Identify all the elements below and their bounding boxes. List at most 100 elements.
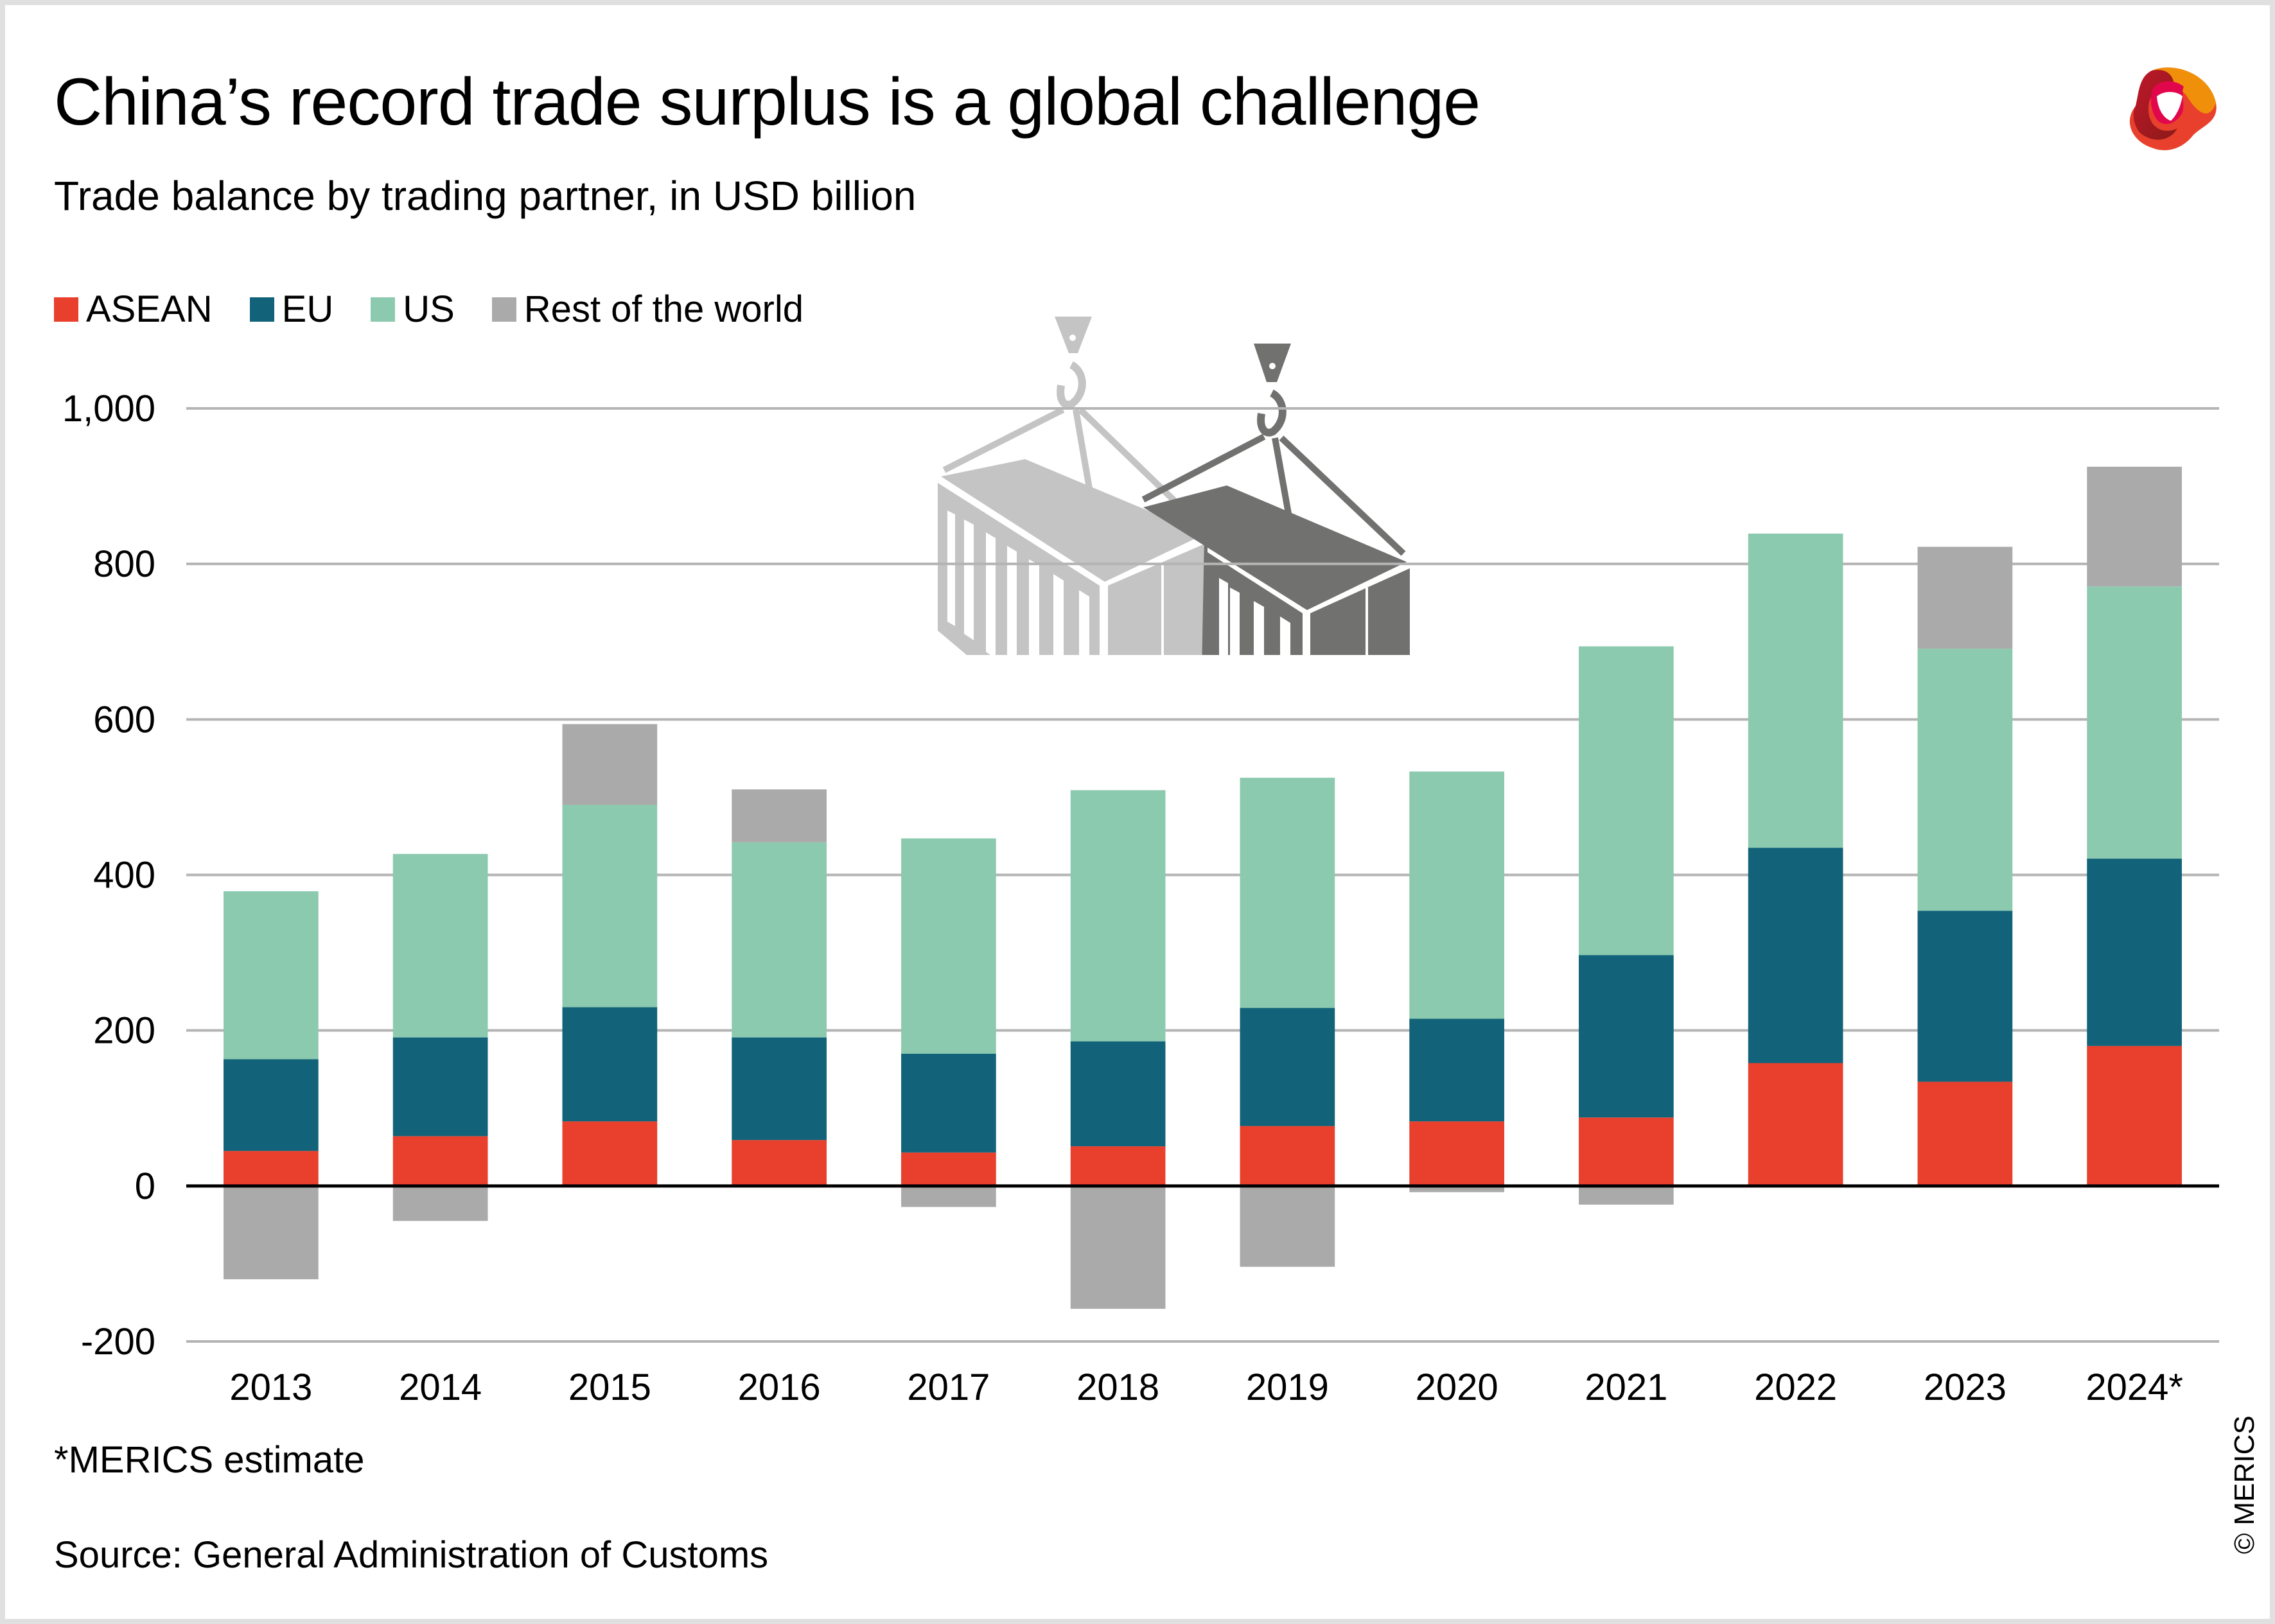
y-tick-label: 1,000 bbox=[62, 388, 155, 430]
legend-item-rest-of-world: Rest of the world bbox=[491, 288, 804, 331]
bars bbox=[224, 466, 2182, 1309]
bar-eu-2015 bbox=[562, 1007, 658, 1122]
bar-rest-of-the-world-2019 bbox=[1240, 1185, 1335, 1267]
y-tick-label: 200 bbox=[93, 1010, 155, 1052]
bar-rest-of-the-world-2013 bbox=[224, 1185, 319, 1280]
bar-us-2019 bbox=[1240, 778, 1335, 1008]
legend-label-us: US bbox=[403, 288, 455, 330]
bar-asean-2020 bbox=[1409, 1121, 1504, 1186]
y-tick-label: 800 bbox=[93, 543, 155, 585]
bar-us-2023 bbox=[1917, 649, 2013, 911]
y-tick-label: 600 bbox=[93, 699, 155, 740]
bar-us-2021 bbox=[1579, 646, 1674, 956]
legend-swatch-eu bbox=[249, 297, 274, 322]
container-dark bbox=[1141, 344, 1410, 655]
chart-subtitle: Trade balance by trading partner, in USD… bbox=[54, 173, 917, 219]
bar-rest-of-the-world-2024 bbox=[2087, 466, 2182, 587]
x-axis-ticks: 2013 2014 2015 2016 2017 2018 2019 2020 2021 2022… bbox=[229, 1366, 2183, 1408]
bar-eu-2024 bbox=[2087, 859, 2182, 1046]
legend-swatch-rest-of-world bbox=[491, 297, 516, 322]
shipping-containers-icon bbox=[938, 317, 1410, 655]
bar-stack bbox=[1070, 790, 1166, 1309]
bar-stack bbox=[1409, 771, 1504, 1192]
bar-rest-of-the-world-2015 bbox=[562, 724, 658, 805]
bar-us-2015 bbox=[562, 805, 658, 1008]
bar-eu-2021 bbox=[1579, 955, 1674, 1118]
bar-asean-2013 bbox=[224, 1151, 319, 1186]
x-tick-label: 2013 bbox=[229, 1366, 312, 1408]
legend-swatch-us bbox=[371, 297, 396, 322]
bar-us-2014 bbox=[392, 853, 488, 1038]
bar-asean-2014 bbox=[392, 1136, 488, 1186]
bar-eu-2019 bbox=[1240, 1008, 1335, 1126]
bar-stack bbox=[732, 789, 827, 1186]
legend-item-asean: ASEAN bbox=[54, 288, 213, 331]
bar-stack bbox=[1748, 533, 1843, 1186]
bar-eu-2016 bbox=[732, 1037, 827, 1140]
legend-label-rest-of-world: Rest of the world bbox=[523, 288, 804, 330]
x-tick-label: 2021 bbox=[1585, 1366, 1667, 1408]
copyright: © MERICS bbox=[2229, 1415, 2260, 1554]
bar-stack bbox=[1240, 778, 1335, 1267]
bar-stack bbox=[562, 724, 658, 1186]
y-tick-label: -200 bbox=[81, 1321, 155, 1363]
bar-asean-2021 bbox=[1579, 1117, 1674, 1186]
bar-eu-2020 bbox=[1409, 1018, 1504, 1122]
x-tick-label: 2015 bbox=[568, 1366, 651, 1408]
bar-rest-of-the-world-2023 bbox=[1917, 546, 2013, 649]
bar-asean-2024 bbox=[2087, 1045, 2182, 1186]
bar-eu-2013 bbox=[224, 1059, 319, 1151]
x-tick-label: 2024* bbox=[2086, 1366, 2183, 1408]
bar-rest-of-the-world-2014 bbox=[392, 1185, 488, 1221]
x-tick-label: 2022 bbox=[1754, 1366, 1837, 1408]
x-tick-label: 2018 bbox=[1076, 1366, 1159, 1408]
bar-us-2013 bbox=[224, 891, 319, 1060]
bar-eu-2023 bbox=[1917, 911, 2013, 1082]
legend-item-eu: EU bbox=[249, 288, 334, 331]
legend-label-eu: EU bbox=[281, 288, 334, 330]
bar-rest-of-the-world-2017 bbox=[901, 1185, 996, 1207]
bar-eu-2014 bbox=[392, 1037, 488, 1137]
x-tick-label: 2017 bbox=[907, 1366, 990, 1408]
bar-rest-of-the-world-2016 bbox=[732, 789, 827, 843]
bar-us-2017 bbox=[901, 838, 996, 1054]
y-tick-label: 400 bbox=[93, 855, 155, 896]
x-tick-label: 2023 bbox=[1924, 1366, 2007, 1408]
bar-rest-of-the-world-2021 bbox=[1579, 1185, 1674, 1205]
legend-label-asean: ASEAN bbox=[86, 288, 213, 330]
bar-rest-of-the-world-2018 bbox=[1070, 1185, 1166, 1309]
bar-eu-2017 bbox=[901, 1053, 996, 1153]
y-axis-ticks: -200 0 200 400 600 800 1,000 bbox=[62, 388, 155, 1363]
bar-eu-2022 bbox=[1748, 848, 1843, 1063]
bar-asean-2019 bbox=[1240, 1126, 1335, 1186]
bar-us-2018 bbox=[1070, 790, 1166, 1042]
bar-rest-of-the-world-2020 bbox=[1409, 1185, 1504, 1192]
legend-item-us: US bbox=[371, 288, 455, 331]
merics-logo-icon bbox=[2129, 67, 2217, 150]
footnote: *MERICS estimate bbox=[54, 1439, 365, 1481]
bar-stack bbox=[2087, 466, 2182, 1186]
bar-stack bbox=[1579, 646, 1674, 1205]
bar-stack bbox=[901, 838, 996, 1207]
bar-asean-2023 bbox=[1917, 1081, 2013, 1186]
bar-asean-2022 bbox=[1748, 1063, 1843, 1186]
x-tick-label: 2020 bbox=[1416, 1366, 1498, 1408]
bar-eu-2018 bbox=[1070, 1041, 1166, 1147]
x-tick-label: 2019 bbox=[1246, 1366, 1329, 1408]
bar-stack bbox=[224, 891, 319, 1280]
bar-asean-2016 bbox=[732, 1140, 827, 1186]
source-note: Source: General Administration of Custom… bbox=[54, 1534, 769, 1576]
bar-stack bbox=[392, 853, 488, 1221]
bar-asean-2017 bbox=[901, 1152, 996, 1186]
bar-asean-2018 bbox=[1070, 1146, 1166, 1186]
bar-stack bbox=[1917, 546, 2013, 1186]
x-tick-label: 2014 bbox=[399, 1366, 482, 1408]
bar-us-2016 bbox=[732, 842, 827, 1038]
x-tick-label: 2016 bbox=[738, 1366, 821, 1408]
y-tick-label: 0 bbox=[135, 1166, 155, 1207]
bar-us-2022 bbox=[1748, 533, 1843, 848]
bar-asean-2015 bbox=[562, 1121, 658, 1186]
bar-us-2024 bbox=[2087, 586, 2182, 859]
bar-us-2020 bbox=[1409, 771, 1504, 1019]
